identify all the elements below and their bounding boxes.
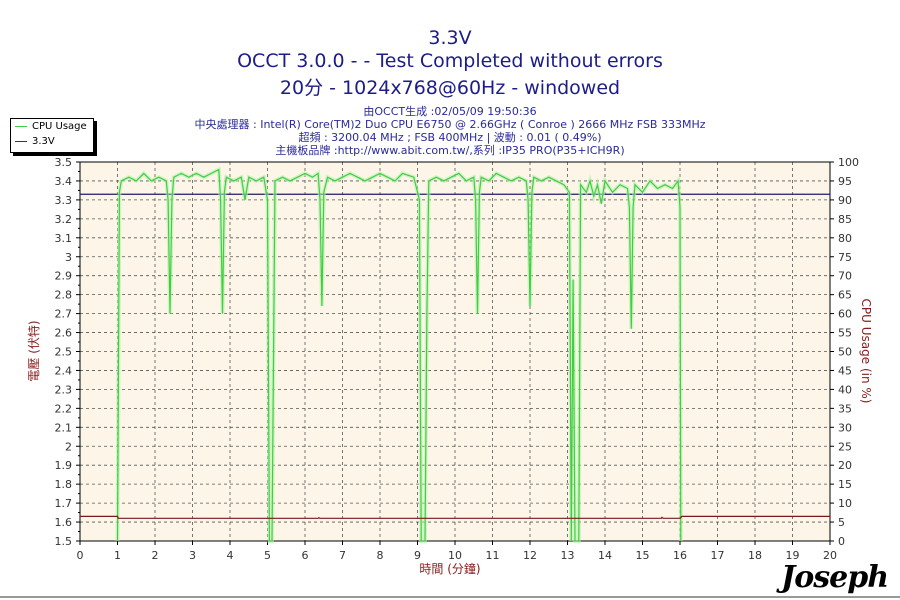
x-tick-label: 6 bbox=[302, 549, 309, 562]
info-generated: 由OCCT生成 :02/05/09 19:50:36 bbox=[363, 105, 537, 118]
legend-label: CPU Usage bbox=[32, 121, 87, 132]
y2-tick-label: 15 bbox=[838, 478, 852, 491]
y2-tick-label: 90 bbox=[838, 194, 852, 207]
y-axis-label: 電壓 (伏特) bbox=[26, 320, 41, 381]
y-tick-label: 3.5 bbox=[55, 156, 73, 169]
info-motherboard: 主機板品牌 :http://www.abit.com.tw/,系列 :IP35 … bbox=[275, 144, 625, 157]
y-tick-label: 1.8 bbox=[55, 478, 73, 491]
legend-item-3v3: 3.3V bbox=[11, 134, 93, 149]
y-tick-label: 2.8 bbox=[55, 289, 73, 302]
x-tick-label: 10 bbox=[448, 549, 462, 562]
y-tick-label: 1.5 bbox=[55, 535, 73, 548]
y-tick-label: 2.9 bbox=[55, 270, 73, 283]
legend-label: 3.3V bbox=[32, 136, 55, 147]
x-tick-label: 3 bbox=[189, 549, 196, 562]
x-tick-label: 12 bbox=[523, 549, 537, 562]
x-tick-label: 14 bbox=[598, 549, 612, 562]
y-tick-label: 2.5 bbox=[55, 346, 73, 359]
legend-swatch bbox=[15, 126, 27, 127]
legend-swatch bbox=[15, 141, 27, 142]
y2-tick-label: 20 bbox=[838, 459, 852, 472]
y2-tick-label: 30 bbox=[838, 421, 852, 434]
series-line-cpu-usage bbox=[116, 168, 682, 542]
x-tick-label: 2 bbox=[152, 549, 159, 562]
x-tick-label: 20 bbox=[823, 549, 837, 562]
y-tick-label: 3.3 bbox=[55, 194, 73, 207]
y-tick-label: 2.2 bbox=[55, 402, 73, 415]
y2-tick-label: 100 bbox=[838, 156, 859, 169]
x-tick-label: 11 bbox=[486, 549, 500, 562]
y2-axis-label: CPU Usage (in %) bbox=[859, 299, 873, 404]
y2-tick-label: 75 bbox=[838, 251, 852, 264]
x-tick-label: 17 bbox=[711, 549, 725, 562]
y2-tick-label: 60 bbox=[838, 308, 852, 321]
y2-tick-label: 40 bbox=[838, 383, 852, 396]
y-tick-label: 1.9 bbox=[55, 459, 73, 472]
y2-tick-label: 65 bbox=[838, 289, 852, 302]
y-tick-label: 2.1 bbox=[55, 421, 73, 434]
x-tick-label: 19 bbox=[786, 549, 800, 562]
y-tick-label: 3.1 bbox=[55, 232, 73, 245]
y-tick-label: 3 bbox=[65, 251, 72, 264]
y-tick-label: 2.4 bbox=[55, 364, 73, 377]
info-cpu: 中央處理器 : Intel(R) Core(TM)2 Duo CPU E6750… bbox=[194, 118, 706, 131]
joseph-logo: Joseph bbox=[781, 560, 889, 595]
y-tick-label: 3.2 bbox=[55, 213, 73, 226]
y2-tick-label: 85 bbox=[838, 213, 852, 226]
y2-tick-label: 25 bbox=[838, 440, 852, 453]
x-tick-label: 13 bbox=[561, 549, 575, 562]
y2-tick-label: 10 bbox=[838, 497, 852, 510]
x-axis-label: 時間 (分鐘) bbox=[419, 561, 480, 576]
x-tick-label: 9 bbox=[414, 549, 421, 562]
x-tick-label: 0 bbox=[77, 549, 84, 562]
y2-tick-label: 35 bbox=[838, 402, 852, 415]
x-tick-label: 8 bbox=[377, 549, 384, 562]
y2-tick-label: 0 bbox=[838, 535, 845, 548]
series-line-3v3 bbox=[80, 515, 830, 519]
info-overclock: 超頻 : 3200.04 MHz ; FSB 400MHz | 波動 : 0.0… bbox=[298, 131, 602, 144]
y2-tick-label: 55 bbox=[838, 327, 852, 340]
chart-config: 20分 - 1024x768@60Hz - windowed bbox=[279, 77, 621, 99]
x-tick-label: 1 bbox=[114, 549, 121, 562]
x-tick-label: 18 bbox=[748, 549, 762, 562]
x-tick-label: 4 bbox=[227, 549, 234, 562]
y-tick-label: 2 bbox=[65, 440, 72, 453]
y2-tick-label: 80 bbox=[838, 232, 852, 245]
legend-item-cpu-usage: CPU Usage bbox=[11, 119, 93, 134]
bottom-border bbox=[0, 596, 900, 598]
y-tick-label: 2.6 bbox=[55, 327, 73, 340]
y2-tick-label: 5 bbox=[838, 516, 845, 529]
x-tick-label: 5 bbox=[264, 549, 271, 562]
x-tick-label: 16 bbox=[673, 549, 687, 562]
y2-tick-label: 50 bbox=[838, 346, 852, 359]
y-tick-label: 1.7 bbox=[55, 497, 73, 510]
y2-tick-label: 95 bbox=[838, 175, 852, 188]
x-tick-label: 7 bbox=[339, 549, 346, 562]
chart-title: 3.3V bbox=[428, 27, 472, 49]
y-tick-label: 2.3 bbox=[55, 383, 73, 396]
y-tick-label: 1.6 bbox=[55, 516, 73, 529]
y-tick-label: 3.4 bbox=[55, 175, 73, 188]
y-tick-label: 2.7 bbox=[55, 308, 73, 321]
x-tick-label: 15 bbox=[636, 549, 650, 562]
legend: CPU Usage 3.3V bbox=[10, 118, 94, 153]
y2-tick-label: 70 bbox=[838, 270, 852, 283]
chart-subtitle: OCCT 3.0.0 - - Test Completed without er… bbox=[237, 50, 663, 72]
y2-tick-label: 45 bbox=[838, 364, 852, 377]
